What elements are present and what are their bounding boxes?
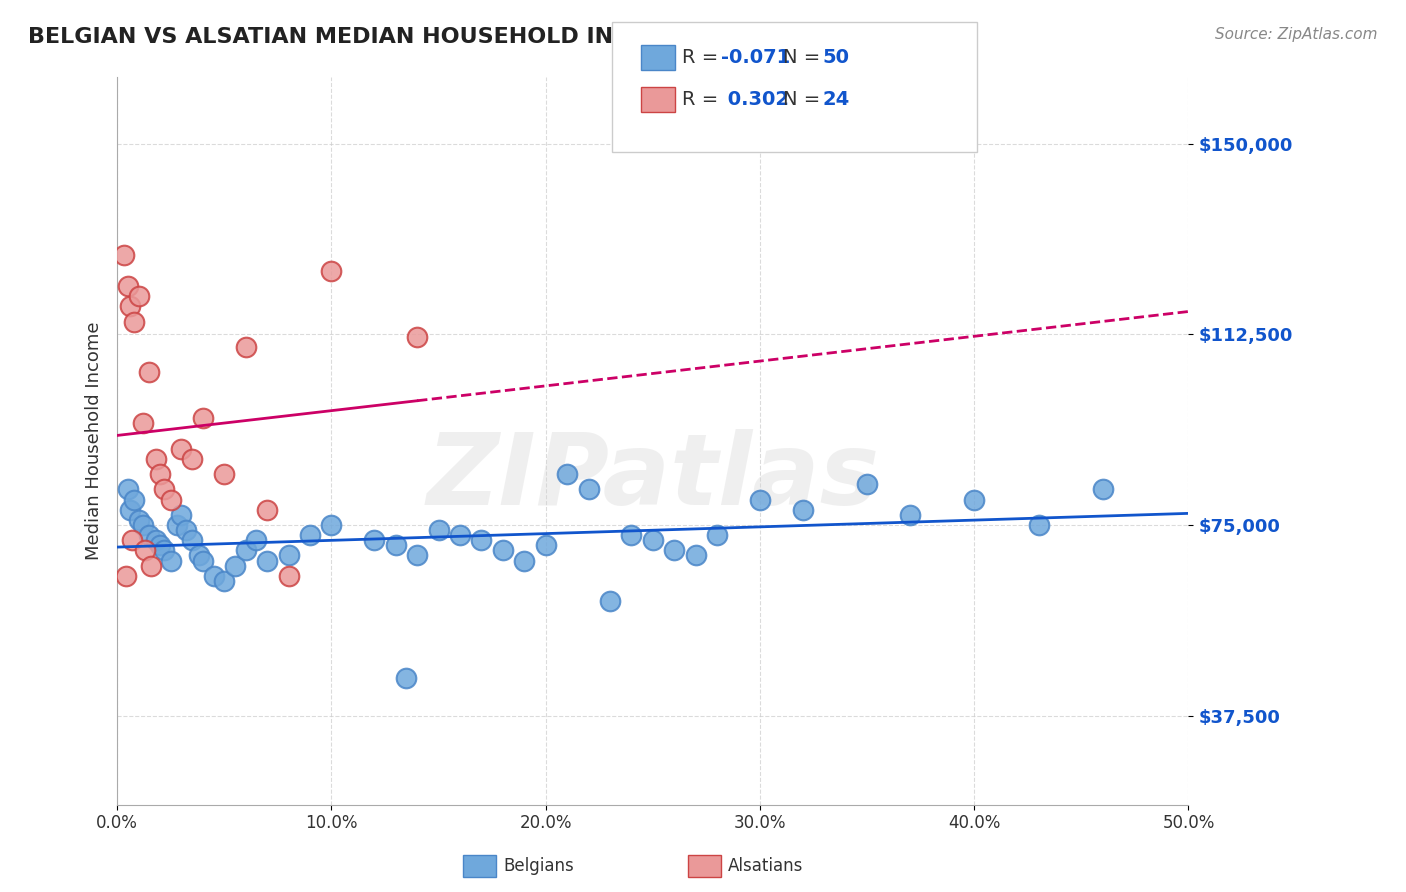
Point — [256, 553, 278, 567]
Point — [963, 492, 986, 507]
Point — [181, 533, 204, 548]
Point — [298, 528, 321, 542]
Point — [149, 467, 172, 482]
Point — [191, 411, 214, 425]
Point — [224, 558, 246, 573]
Point — [181, 451, 204, 466]
Point — [170, 508, 193, 522]
Y-axis label: Median Household Income: Median Household Income — [86, 322, 103, 560]
Text: 24: 24 — [823, 90, 849, 110]
Point — [132, 518, 155, 533]
Point — [153, 543, 176, 558]
Point — [641, 533, 664, 548]
Point — [149, 538, 172, 552]
Point — [513, 553, 536, 567]
Point — [599, 594, 621, 608]
Point — [578, 483, 600, 497]
Point — [159, 553, 181, 567]
Point — [138, 365, 160, 379]
Point — [121, 533, 143, 548]
Point — [117, 279, 139, 293]
Point — [363, 533, 385, 548]
Point — [159, 492, 181, 507]
Text: BELGIAN VS ALSATIAN MEDIAN HOUSEHOLD INCOME CORRELATION CHART: BELGIAN VS ALSATIAN MEDIAN HOUSEHOLD INC… — [28, 27, 960, 46]
Point — [277, 549, 299, 563]
Text: -0.071: -0.071 — [721, 48, 790, 68]
Point — [145, 533, 167, 548]
Point — [277, 569, 299, 583]
Text: 50: 50 — [823, 48, 849, 68]
Point — [620, 528, 643, 542]
Point — [384, 538, 406, 552]
Point — [174, 523, 197, 537]
Point — [128, 289, 150, 303]
Point — [187, 549, 209, 563]
Point — [1028, 518, 1050, 533]
Point — [235, 543, 257, 558]
Point — [145, 451, 167, 466]
Text: ZIPatlas: ZIPatlas — [426, 429, 879, 526]
Point — [664, 543, 686, 558]
Point — [214, 467, 236, 482]
Point — [245, 533, 267, 548]
Point — [134, 543, 156, 558]
Point — [235, 340, 257, 354]
Point — [170, 442, 193, 456]
Text: R =: R = — [682, 48, 724, 68]
Point — [449, 528, 471, 542]
Point — [191, 553, 214, 567]
Point — [406, 549, 429, 563]
Point — [470, 533, 492, 548]
Point — [395, 671, 418, 685]
Point — [406, 330, 429, 344]
Text: 0.302: 0.302 — [721, 90, 789, 110]
Point — [166, 518, 188, 533]
Text: R =: R = — [682, 90, 724, 110]
Point — [138, 528, 160, 542]
Point — [202, 569, 225, 583]
Point — [555, 467, 578, 482]
Text: Alsatians: Alsatians — [728, 857, 804, 875]
Point — [321, 263, 343, 277]
Point — [112, 248, 135, 262]
Point — [492, 543, 515, 558]
Point — [898, 508, 921, 522]
Point — [128, 513, 150, 527]
Point — [124, 314, 146, 328]
Point — [124, 492, 146, 507]
Point — [132, 417, 155, 431]
Point — [534, 538, 557, 552]
Point — [1091, 483, 1114, 497]
Point — [321, 518, 343, 533]
Point — [685, 549, 707, 563]
Point — [118, 299, 141, 313]
Point — [792, 502, 814, 516]
Point — [118, 502, 141, 516]
Text: N =: N = — [783, 48, 827, 68]
Point — [856, 477, 879, 491]
Text: Source: ZipAtlas.com: Source: ZipAtlas.com — [1215, 27, 1378, 42]
Point — [256, 502, 278, 516]
Point — [214, 574, 236, 588]
Point — [427, 523, 450, 537]
Point — [141, 558, 163, 573]
Point — [706, 528, 728, 542]
Text: N =: N = — [783, 90, 827, 110]
Point — [749, 492, 772, 507]
Point — [114, 569, 136, 583]
Text: Belgians: Belgians — [503, 857, 574, 875]
Point — [117, 483, 139, 497]
Point — [153, 483, 176, 497]
